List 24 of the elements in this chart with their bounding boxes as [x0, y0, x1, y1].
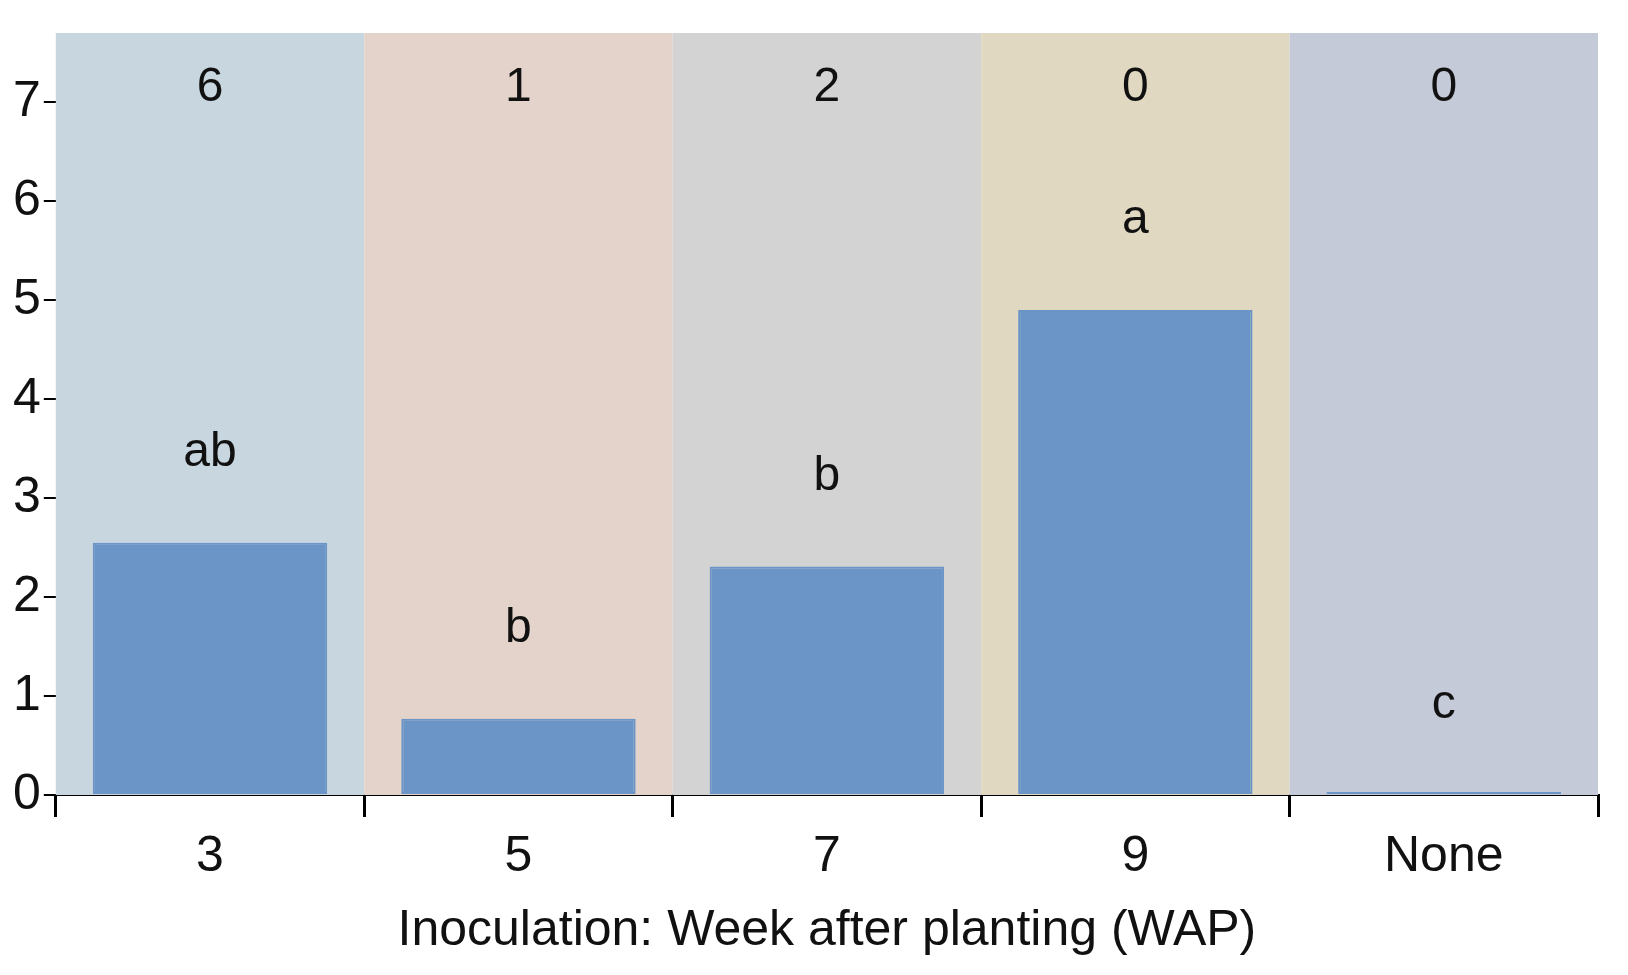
annotation: ab: [183, 422, 237, 476]
x-tick-label: None: [1384, 825, 1504, 882]
annotation: b: [813, 446, 841, 500]
annotation: a: [1121, 190, 1149, 244]
y-tick-label: 1: [13, 664, 41, 721]
x-tick-label: 9: [1121, 825, 1150, 882]
y-tick-label: 0: [13, 763, 41, 820]
x-tick-label: 5: [504, 825, 533, 882]
y-tick-label: 5: [13, 268, 41, 325]
y-tick-label: 6: [13, 170, 41, 227]
band-label: 6: [196, 58, 224, 112]
band-label: 0: [1430, 58, 1458, 112]
y-tick-label: 7: [13, 71, 41, 128]
annotation: c: [1431, 675, 1456, 729]
y-tick-label: 3: [13, 466, 41, 523]
x-axis-title: Inoculation: Week after planting (WAP): [397, 899, 1257, 956]
x-tick-label: 3: [196, 825, 224, 882]
band-label: 2: [813, 58, 841, 112]
band-label: 1: [505, 58, 532, 112]
band-label: 0: [1121, 58, 1149, 112]
x-tick-label: 7: [813, 825, 841, 882]
y-tick-label: 2: [13, 565, 41, 622]
y-tick-label: 4: [13, 367, 41, 424]
annotation: b: [505, 599, 532, 653]
